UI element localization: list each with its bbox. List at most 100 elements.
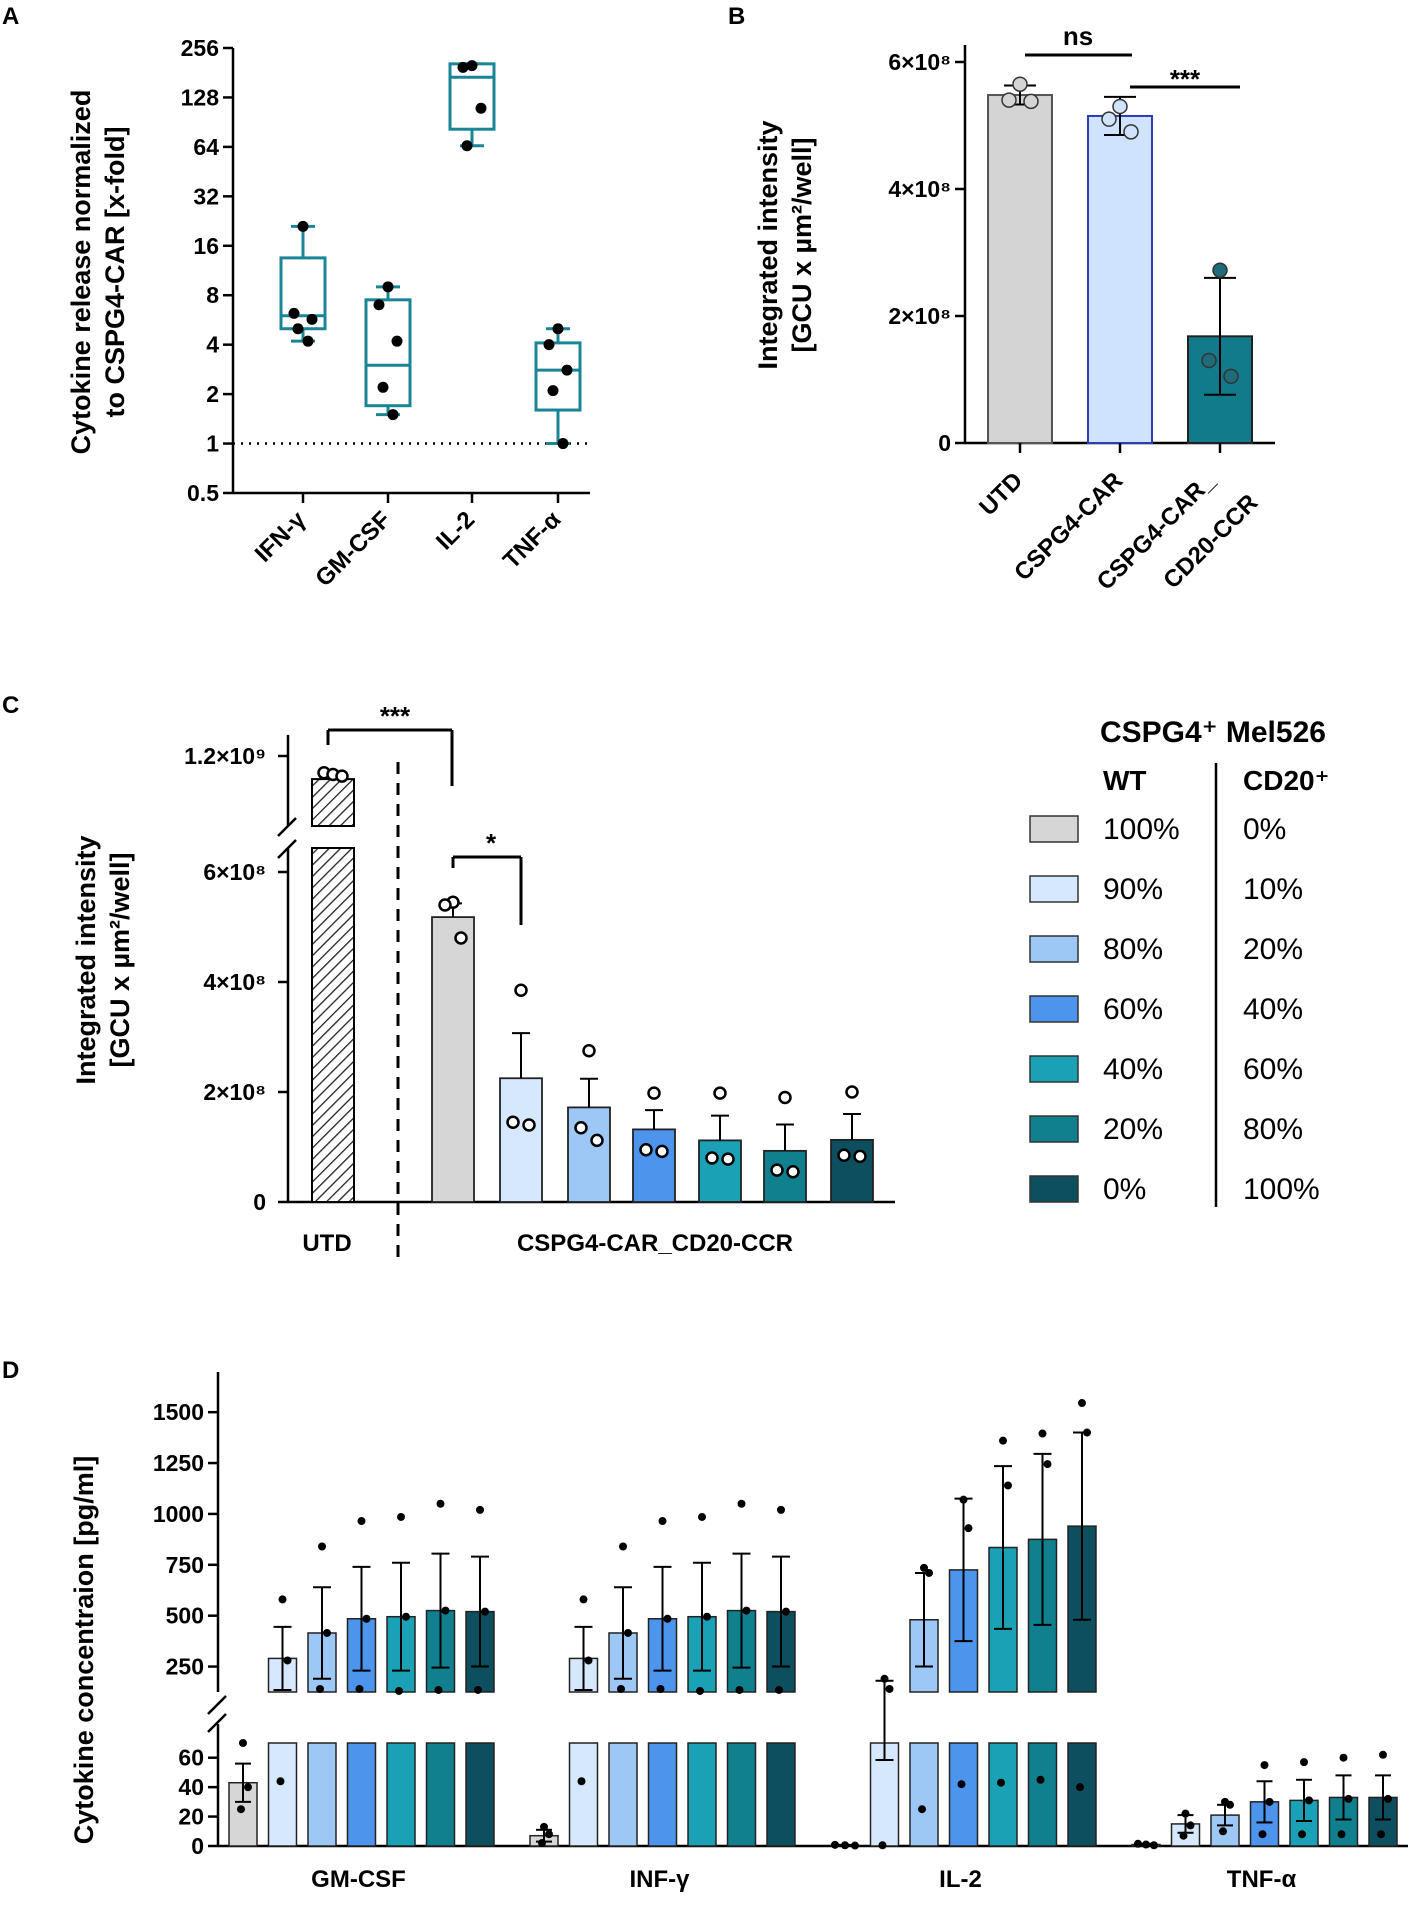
panel-d-data-point <box>1344 1794 1353 1803</box>
panel-d-data-point <box>920 1563 928 1572</box>
panel-a-box-plot: Cytokine release normalized to CSPG4-CAR… <box>66 35 590 592</box>
panel-d-data-point <box>957 1780 966 1789</box>
panel-a-data-point <box>373 299 385 311</box>
panel-d-data-point <box>925 1568 933 1577</box>
panel-b-bar <box>1087 114 1153 444</box>
panel-d-ytick-label: 40 <box>178 1774 204 1800</box>
panel-d-letter: D <box>2 1357 19 1384</box>
legend-wt-value: 90% <box>1103 873 1163 906</box>
panel-d-ytick-label: 750 <box>166 1552 204 1578</box>
panel-d-data-point <box>663 1614 672 1623</box>
panel-a-data-point <box>461 140 473 152</box>
panel-b-sig-stars: *** <box>1170 64 1201 94</box>
legend-wt-value: 0% <box>1103 1173 1146 1206</box>
panel-d-data-point <box>698 1512 706 1521</box>
legend-swatch <box>1029 1175 1079 1203</box>
panel-d-data-point <box>1134 1839 1142 1848</box>
panel-d-data-point <box>624 1628 632 1637</box>
panel-a-box <box>448 62 496 131</box>
panel-a-ytick-label: 2 <box>206 381 219 407</box>
panel-d-data-point <box>239 1739 247 1747</box>
legend-wt-value: 80% <box>1103 933 1163 966</box>
panel-d-data-point <box>397 1512 405 1521</box>
panel-d-bar-lower <box>386 1742 416 1847</box>
panel-d-data-point <box>283 1656 292 1665</box>
panel-d-data-point <box>1181 1809 1190 1818</box>
panel-a-box <box>534 341 582 412</box>
panel-b-sig-ns: ns <box>1063 21 1093 51</box>
panel-d-data-point <box>1305 1796 1313 1805</box>
panel-d-data-point <box>1300 1758 1308 1767</box>
panel-d-data-point <box>584 1656 593 1665</box>
panel-a-data-point <box>466 60 478 72</box>
panel-c-utd-bar-upper <box>311 778 355 827</box>
legend-cd20-value: 40% <box>1243 993 1303 1026</box>
panel-c-data-point <box>639 1143 653 1157</box>
panel-d-data-point <box>1186 1821 1195 1830</box>
panel-b-ylabel-line1: Integrated intensity <box>753 120 783 369</box>
panel-d-data-point <box>323 1628 331 1637</box>
legend-wt-value: 40% <box>1103 1053 1163 1086</box>
panel-a-letter: A <box>2 3 19 30</box>
panel-c-data-point <box>574 1121 588 1135</box>
panel-d-ytick-label: 500 <box>166 1603 204 1629</box>
panel-c-data-point <box>522 1118 536 1132</box>
panel-c-data-point <box>438 898 452 912</box>
panel-d-data-point <box>1142 1840 1150 1849</box>
panel-c-ylabel-line2: [GCU x µm²/well] <box>105 852 135 1067</box>
panel-d-data-point <box>1258 1830 1267 1839</box>
panel-a-category-label: TNF-α <box>498 506 566 574</box>
panel-c-ytick-label: 6×10⁸ <box>203 859 266 885</box>
panel-d-data-point <box>540 1822 548 1831</box>
panel-a-ytick-label: 16 <box>193 233 219 259</box>
panel-a-box <box>279 256 327 331</box>
panel-a-data-point <box>543 339 555 351</box>
legend-wt-value: 20% <box>1103 1113 1163 1146</box>
panel-d-data-point <box>999 1436 1007 1445</box>
panel-c-group-label-car: CSPG4-CAR_CD20-CCR <box>517 1230 793 1257</box>
panel-d-bar-lower <box>568 1742 599 1847</box>
panel-c-bar <box>632 1128 676 1203</box>
panel-a-data-point <box>557 438 569 450</box>
panel-d-data-point <box>278 1595 287 1604</box>
panel-d-bar-lower <box>465 1742 495 1847</box>
legend-wt-value: 60% <box>1103 993 1163 1026</box>
panel-d-data-point <box>1219 1827 1227 1836</box>
panel-d-data-point <box>1265 1797 1274 1806</box>
panel-b-data-point <box>1001 92 1017 108</box>
panel-d-bar-lower <box>766 1742 796 1847</box>
legend-swatch <box>1029 1055 1079 1083</box>
panel-a-ytick-label: 4 <box>206 332 219 358</box>
panel-d-bar-lower <box>988 1742 1018 1847</box>
panel-d-data-point <box>1043 1460 1052 1469</box>
panel-d-data-point <box>831 1840 839 1849</box>
panel-b-ytick-label: 4×10⁸ <box>888 176 951 202</box>
panel-c-axis-break <box>277 839 297 859</box>
legend-swatch <box>1029 875 1079 903</box>
legend-swatch <box>1029 815 1079 843</box>
panel-d-data-point <box>441 1606 450 1615</box>
panel-a-ylabel-line1: Cytokine release normalized <box>66 90 96 455</box>
panel-a-data-point <box>297 220 309 232</box>
panel-d-bar-lower <box>425 1742 456 1847</box>
panel-d-data-point <box>545 1830 553 1839</box>
panel-d-data-point <box>318 1542 326 1551</box>
panel-d-bar-lower <box>346 1742 377 1847</box>
panel-d-data-point <box>918 1805 926 1814</box>
panel-c-ylabel-line1: Integrated intensity <box>71 835 101 1084</box>
panel-d-data-point <box>538 1839 546 1848</box>
panel-d-data-point <box>395 1686 403 1695</box>
panel-d-data-point <box>959 1495 968 1504</box>
panel-d-category-label: GM-CSF <box>311 1866 406 1893</box>
panel-d-data-point <box>1298 1830 1306 1839</box>
panel-d-category-label: INF-γ <box>630 1866 691 1893</box>
legend-header-wt: WT <box>1103 765 1147 796</box>
panel-d-data-point <box>1260 1761 1269 1770</box>
legend-cd20-value: 100% <box>1243 1173 1320 1206</box>
panel-c-ytick-label: 4×10⁸ <box>203 969 266 995</box>
panel-d-data-point <box>964 1524 973 1533</box>
panel-a-data-point <box>457 61 469 73</box>
panel-d-ytick-label: 20 <box>178 1804 204 1830</box>
panel-d-ytick-label: 1000 <box>153 1501 204 1527</box>
